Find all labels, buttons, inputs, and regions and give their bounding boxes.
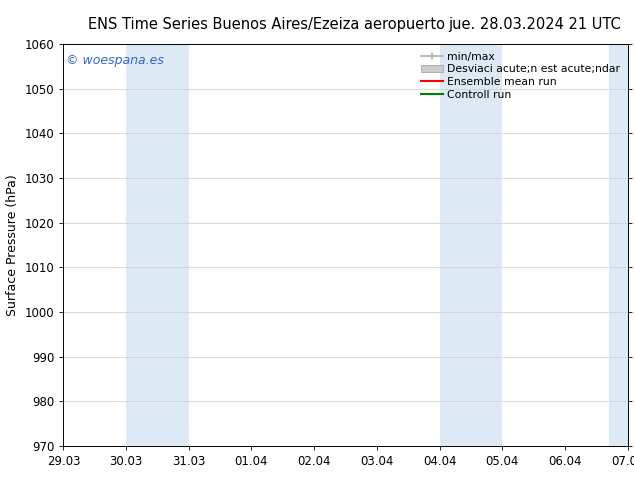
Y-axis label: Surface Pressure (hPa): Surface Pressure (hPa) xyxy=(6,174,19,316)
Text: jue. 28.03.2024 21 UTC: jue. 28.03.2024 21 UTC xyxy=(449,17,621,32)
Bar xyxy=(609,44,628,446)
Bar xyxy=(126,44,189,446)
Text: © woespana.es: © woespana.es xyxy=(66,54,164,67)
Bar xyxy=(439,44,502,446)
Legend: min/max, Desviaci acute;n est acute;ndar, Ensemble mean run, Controll run: min/max, Desviaci acute;n est acute;ndar… xyxy=(419,49,622,102)
Text: ENS Time Series Buenos Aires/Ezeiza aeropuerto: ENS Time Series Buenos Aires/Ezeiza aero… xyxy=(87,17,445,32)
